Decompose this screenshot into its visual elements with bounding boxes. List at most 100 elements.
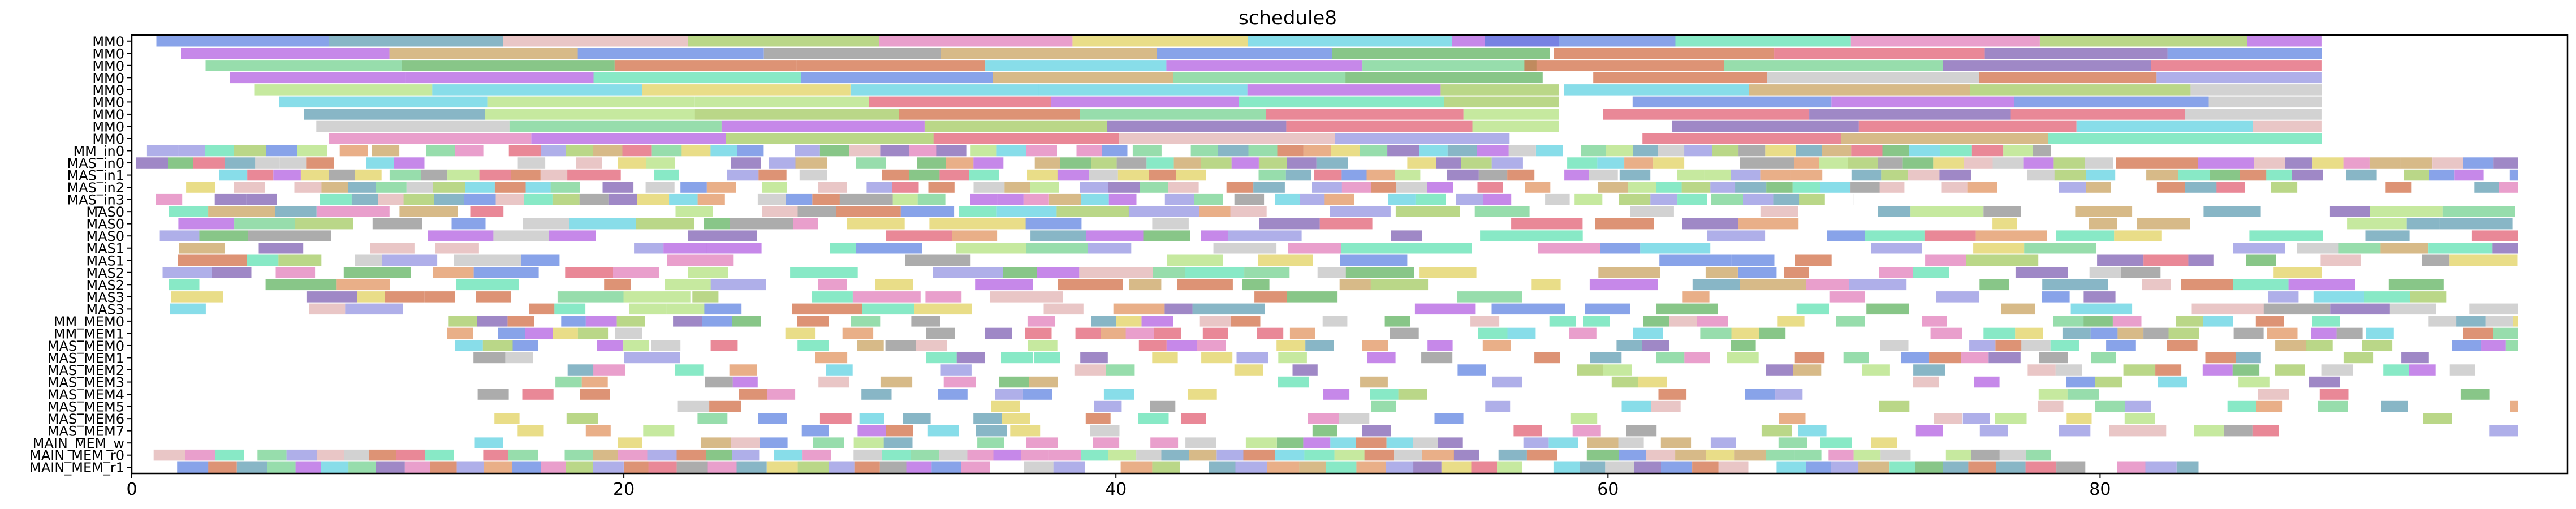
task-bar (2121, 267, 2161, 278)
task-bar (1152, 461, 1180, 473)
task-bar (1026, 145, 1057, 157)
task-bar (624, 461, 649, 473)
task-bar (2039, 36, 2247, 47)
task-bar (1979, 279, 2009, 291)
task-bar (1634, 461, 1661, 473)
task-bar (1524, 60, 1724, 71)
task-bar (1136, 449, 1162, 461)
task-bar (1440, 84, 1559, 96)
task-bar (1767, 72, 1979, 84)
y-tick-label: MAS_MEM1 (48, 350, 124, 366)
task-bar (2059, 182, 2086, 193)
task-bar (212, 267, 252, 278)
task-bar (959, 206, 997, 217)
task-bar (911, 449, 939, 461)
task-bar (2292, 169, 2323, 181)
task-bar (2169, 157, 2198, 169)
task-bar (2024, 243, 2096, 254)
task-bar (1091, 316, 1116, 327)
task-bar (254, 84, 433, 96)
task-bar (205, 60, 402, 71)
task-bar (886, 425, 913, 437)
task-bar (917, 157, 946, 169)
task-bar (1656, 352, 1685, 364)
task-bar (1633, 145, 1658, 157)
task-bar (1933, 157, 1964, 169)
y-tick-label: MM0 (92, 70, 124, 86)
task-bar (355, 169, 382, 181)
task-bar (1168, 182, 1199, 193)
task-bar (1945, 449, 1971, 461)
task-bar (926, 352, 957, 364)
task-bar (1457, 364, 1486, 376)
task-bar (512, 461, 541, 473)
y-tick-label: MAS_in2 (67, 180, 124, 196)
task-bar (2366, 327, 2394, 339)
task-bar (726, 133, 934, 144)
task-bar (1101, 327, 1126, 339)
task-bar (1287, 157, 1317, 169)
task-bar (2513, 316, 2518, 327)
task-bar (1682, 218, 1738, 230)
task-bar (396, 449, 425, 461)
task-bar (1334, 449, 1365, 461)
task-bar (2474, 182, 2499, 193)
task-bar (2463, 157, 2494, 169)
task-bar (940, 364, 972, 376)
task-bar (265, 279, 337, 291)
task-bar (1675, 449, 1706, 461)
task-bar (1056, 206, 1129, 217)
task-bar (1457, 291, 1522, 303)
task-bar (1775, 389, 1803, 400)
task-bar (2401, 352, 2429, 364)
task-bar (1140, 182, 1168, 193)
task-bar (681, 145, 711, 157)
task-bar (382, 255, 438, 266)
task-bar (1141, 316, 1173, 327)
task-bar (927, 425, 959, 437)
task-bar (1692, 461, 1719, 473)
task-bar (2216, 182, 2245, 193)
task-bar (2033, 145, 2051, 157)
task-bar (667, 255, 734, 266)
task-bar (1589, 279, 1658, 291)
task-bar (275, 206, 317, 217)
task-bar (1880, 449, 1911, 461)
task-bar (1199, 206, 1231, 217)
task-bar (1185, 267, 1245, 278)
task-bar (1656, 182, 1682, 193)
task-bar (856, 243, 922, 254)
task-bar (1871, 243, 1922, 254)
task-bar (2321, 364, 2353, 376)
task-bar (1638, 376, 1667, 388)
task-bar (1398, 389, 1427, 400)
task-bar (1360, 376, 1388, 388)
task-bar (2015, 267, 2068, 278)
task-bar (1331, 145, 1360, 157)
task-bar (2053, 157, 2085, 169)
task-bar (1300, 193, 1325, 205)
task-bar (2240, 169, 2267, 181)
task-bar (956, 243, 1026, 254)
task-bar (1245, 437, 1277, 448)
task-bar (1642, 340, 1669, 351)
task-bar (1731, 340, 1756, 351)
task-bar (1384, 316, 1410, 327)
task-bar (525, 182, 551, 193)
task-bar (1463, 109, 1559, 120)
task-bar (1799, 193, 1825, 205)
task-bar (1181, 413, 1206, 424)
task-bar (1438, 437, 1463, 448)
task-bar (623, 340, 649, 351)
task-bar (1173, 157, 1201, 169)
task-bar (1777, 316, 1805, 327)
task-bar (2275, 364, 2305, 376)
task-bar (1248, 145, 1278, 157)
task-bar (1106, 364, 1135, 376)
task-bar (320, 193, 352, 205)
task-bar (2210, 169, 2240, 181)
task-bar (464, 193, 496, 205)
task-bar (1266, 109, 1464, 120)
task-bar (859, 413, 884, 424)
task-bar (1253, 182, 1285, 193)
